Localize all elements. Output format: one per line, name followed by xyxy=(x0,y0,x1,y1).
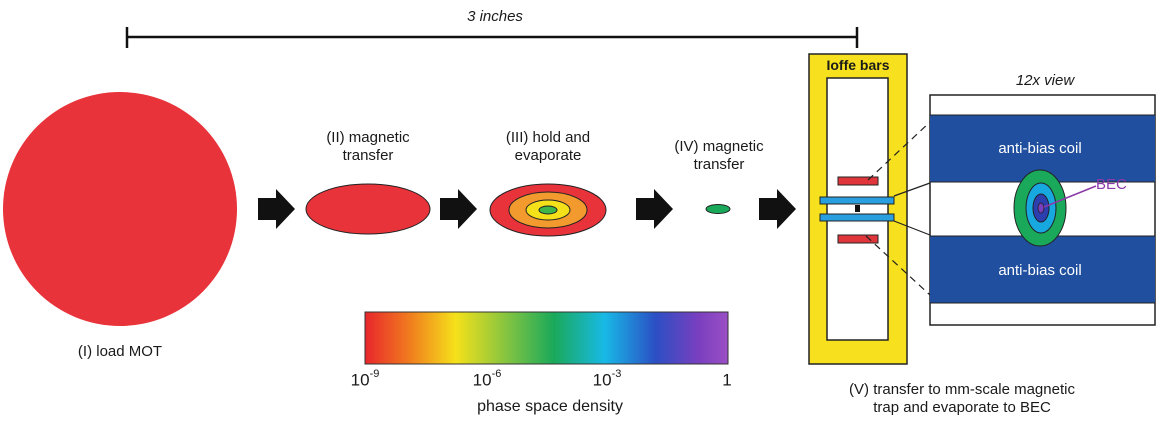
colorbar-tick-exp: -6 xyxy=(491,368,502,380)
scale-bar-label: 3 inches xyxy=(467,8,523,25)
bec-label: BEC xyxy=(1096,176,1127,193)
stage-5-label-line-1: (V) transfer to mm-scale magnetic xyxy=(849,381,1075,398)
process-arrow-3 xyxy=(636,189,673,229)
stage-3-label: (III) hold and evaporate xyxy=(478,129,618,165)
stage-4-label: (IV) magnetic transfer xyxy=(654,138,784,174)
zoom-view-title: 12x view xyxy=(1015,72,1075,89)
colorbar-tick-base: 10 xyxy=(472,370,492,390)
ioffe-bars-label: Ioffe bars xyxy=(812,56,904,74)
colorbar-tick: 10-6 xyxy=(457,368,517,391)
colorbar-tick-exp: -9 xyxy=(369,368,380,380)
process-arrow-1 xyxy=(258,189,295,229)
anti-bias-coil-bottom xyxy=(930,236,1155,303)
stage-3-label-line-2: evaporate xyxy=(514,147,582,164)
ioffe-bar-blue-top xyxy=(819,196,895,205)
trap-center-dot xyxy=(855,205,860,212)
colorbar-tick-base: 1 xyxy=(722,370,732,390)
transfer-cloud xyxy=(305,183,431,235)
stage-5-label: (V) transfer to mm-scale magnetic trap a… xyxy=(822,381,1102,417)
stage-1-label: (I) load MOT xyxy=(77,343,163,360)
colorbar-axis-label: phase space density xyxy=(477,398,623,415)
zoom-view xyxy=(929,94,1156,326)
colorbar-tick-base: 10 xyxy=(350,370,370,390)
evaporation-cloud xyxy=(489,183,607,237)
colorbar-tick: 1 xyxy=(697,370,757,391)
anti-bias-coil-bottom-label: anti-bias coil xyxy=(998,262,1082,279)
colorbar-tick-base: 10 xyxy=(592,370,612,390)
stage-3-label-line-1: (III) hold and xyxy=(505,129,591,146)
stage-4-label-line-1: (IV) magnetic xyxy=(674,138,764,155)
ioffe-bar-blue-bottom xyxy=(819,213,895,222)
stage-2-label-line-2: transfer xyxy=(342,147,394,164)
colorbar-tick: 10-3 xyxy=(577,368,637,391)
colorbar-tick-exp: -3 xyxy=(611,368,622,380)
bec-pointer xyxy=(1043,185,1097,208)
bec-core xyxy=(1037,202,1045,214)
phase-space-density-colorbar xyxy=(364,311,729,365)
process-arrow-4 xyxy=(759,189,796,229)
ioffe-bar-red-bottom xyxy=(837,234,879,244)
ioffe-trap xyxy=(808,53,908,365)
compressed-cloud xyxy=(705,204,731,214)
scale-bar xyxy=(125,27,859,48)
stage-2-label-line-1: (II) magnetic xyxy=(326,129,410,146)
anti-bias-coil-top-label: anti-bias coil xyxy=(998,140,1082,157)
mot-cloud xyxy=(3,92,237,326)
ioffe-bar-red-top xyxy=(837,176,879,186)
process-arrow-2 xyxy=(440,189,477,229)
colorbar-tick: 10-9 xyxy=(335,368,395,391)
stage-2-label: (II) magnetic transfer xyxy=(300,129,436,165)
stage-4-label-line-2: transfer xyxy=(693,156,745,173)
stage-5-label-line-2: trap and evaporate to BEC xyxy=(873,399,1051,416)
